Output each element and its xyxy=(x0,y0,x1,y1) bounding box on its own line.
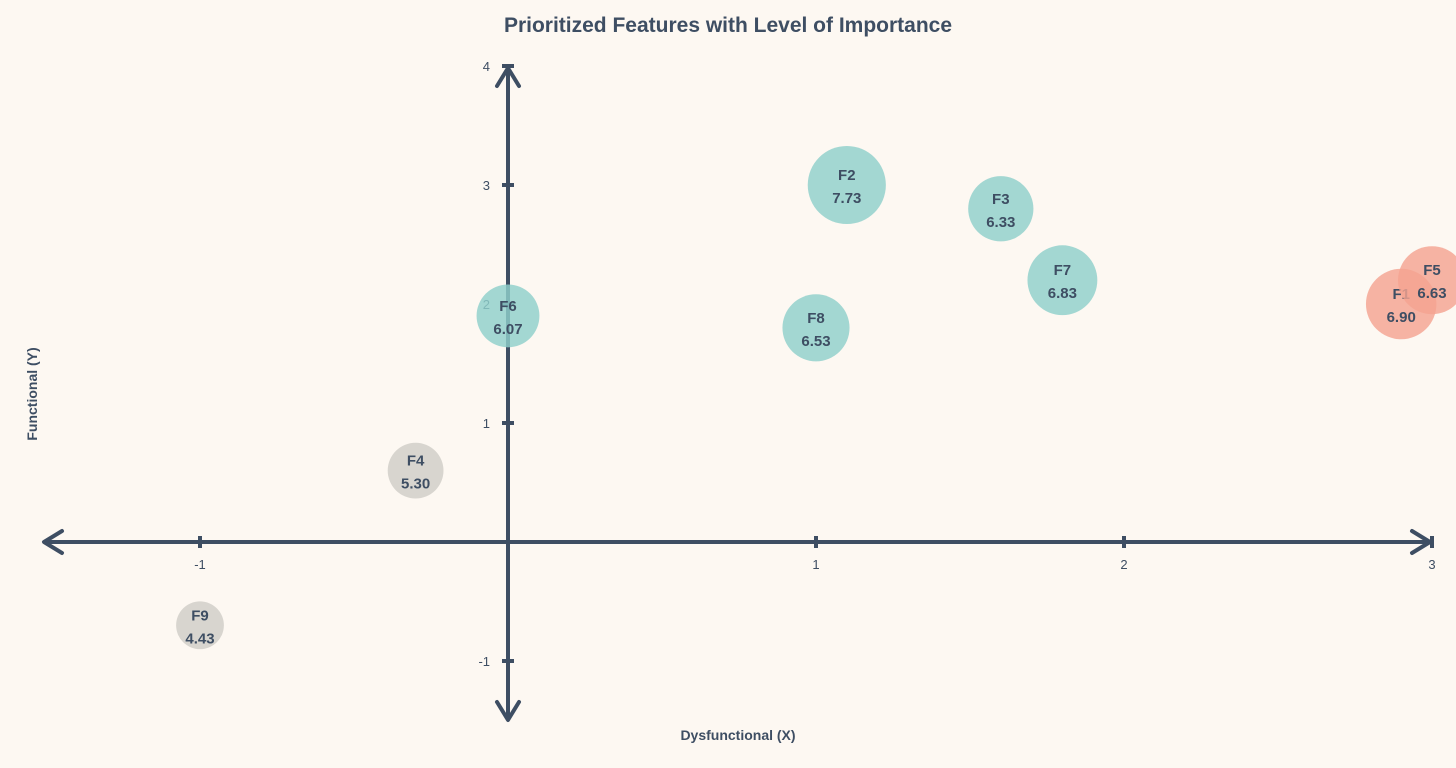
chart-title: Prioritized Features with Level of Impor… xyxy=(503,14,953,37)
bubble-value-label: 6.07 xyxy=(493,321,522,338)
bubble-name-label: F5 xyxy=(1423,262,1441,279)
bubble-circle xyxy=(968,176,1034,242)
bubble-circle xyxy=(476,284,540,348)
bubble-name-label: F8 xyxy=(807,310,825,327)
y-tick-label: 3 xyxy=(483,178,490,193)
bubble-f6: F6 6.07 xyxy=(476,284,540,348)
bubble-layer: F27.73F16.90F76.83F56.63F86.53F36.33F66.… xyxy=(176,145,1456,650)
bubble-circle xyxy=(387,442,444,499)
bubble-name-label: F4 xyxy=(407,453,425,470)
bubble-f9: F9 4.43 xyxy=(176,601,224,650)
bubble-value-label: 6.33 xyxy=(986,214,1015,231)
bubble-name-label: F6 xyxy=(499,298,517,315)
x-tick-label: 2 xyxy=(1120,557,1127,572)
bubble-f8: F8 6.53 xyxy=(782,294,850,362)
bubble-circle xyxy=(1027,245,1098,316)
bubble-f5: F5 6.63 xyxy=(1398,246,1456,315)
x-axis-arrow-left xyxy=(42,529,64,555)
bubble-circle xyxy=(176,601,224,650)
y-tick-label: 1 xyxy=(483,416,490,431)
bubble-f2: F2 7.73 xyxy=(807,145,886,225)
bubble-name-label: F9 xyxy=(191,607,209,624)
bubble-value-label: 6.90 xyxy=(1387,309,1416,326)
x-axis-title: Dysfunctional (X) xyxy=(680,727,795,743)
x-tick-label: -1 xyxy=(194,557,206,572)
y-axis-title: Functional (Y) xyxy=(24,347,40,440)
x-tick-label: 3 xyxy=(1428,557,1435,572)
bubble-name-label: F3 xyxy=(992,191,1010,208)
bubble-circle xyxy=(807,145,886,225)
bubble-value-label: 7.73 xyxy=(832,190,861,207)
bubble-value-label: 6.83 xyxy=(1048,285,1077,302)
bubble-circle xyxy=(1398,246,1456,315)
bubble-name-label: F2 xyxy=(838,167,856,184)
x-tick-label: 1 xyxy=(812,557,819,572)
y-axis-arrow-bottom xyxy=(495,700,521,722)
bubble-value-label: 5.30 xyxy=(401,476,430,493)
bubble-name-label: F7 xyxy=(1054,262,1072,279)
bubble-value-label: 4.43 xyxy=(185,630,214,647)
bubble-circle xyxy=(782,294,850,362)
bubble-f4: F4 5.30 xyxy=(387,442,444,499)
bubble-value-label: 6.63 xyxy=(1417,285,1446,302)
bubble-value-label: 6.53 xyxy=(801,333,830,350)
y-tick-label: 4 xyxy=(483,59,490,74)
bubble-f3: F3 6.33 xyxy=(968,176,1034,242)
axes-layer: -2-11234321-1-2 xyxy=(42,59,1436,722)
bubble-f7: F7 6.83 xyxy=(1027,245,1098,316)
y-tick-label: -1 xyxy=(478,654,490,669)
